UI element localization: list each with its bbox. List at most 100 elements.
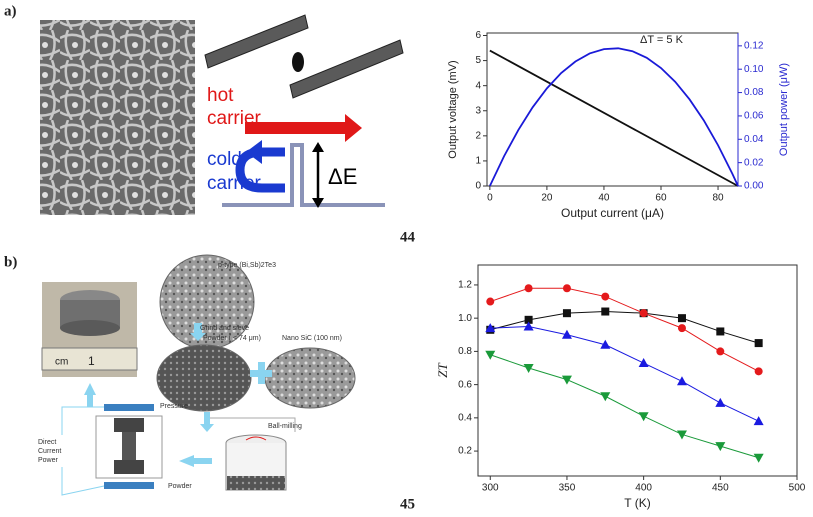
annotation: ΔT = 5 K (640, 34, 684, 46)
y-tick-label: 0 (475, 181, 481, 192)
marker (485, 350, 496, 360)
ruler-unit: cm (55, 357, 68, 368)
y-tick-label: 4 (475, 80, 481, 91)
marker (638, 412, 649, 422)
marker (677, 314, 686, 323)
marker (523, 321, 534, 331)
marker (754, 367, 763, 376)
marker (562, 284, 571, 293)
marker (716, 347, 725, 356)
marker (677, 324, 686, 333)
panel-labels: a) b) 44 45 (4, 3, 416, 512)
material-label: p-type (Bi,Sb)2Te3 (218, 262, 276, 269)
sem-image (40, 20, 195, 215)
x-axis-label: Output current (μA) (561, 206, 664, 220)
ruler-number: 1 (88, 354, 95, 368)
dc-label: Current (38, 448, 61, 455)
marker (601, 292, 610, 301)
marker (638, 358, 649, 368)
x-tick-label: 300 (482, 483, 499, 494)
schematic-a: hot carrier cold carrier ΔE (204, 14, 404, 208)
marker (523, 364, 534, 374)
pressure-label: Pressure (160, 403, 188, 410)
sic-label: Nano SiC (100 nm) (282, 335, 342, 342)
y-tick-label: 0.8 (458, 346, 472, 357)
y2-tick-label: 0.02 (744, 157, 764, 168)
marker (600, 339, 611, 349)
dc-label: Direct (38, 439, 56, 446)
powder-label: Powder (168, 483, 192, 490)
y-tick-label: 2 (475, 130, 481, 141)
marker (562, 309, 571, 318)
marker (676, 376, 687, 386)
marker (486, 297, 495, 306)
y-tick-label: 1 (475, 156, 481, 167)
panel-b-label: b) (4, 254, 17, 270)
panel-a-label: a) (4, 3, 17, 19)
x-tick-label: 40 (598, 193, 610, 204)
x-tick-label: 80 (712, 193, 724, 204)
marker (715, 442, 726, 452)
x-tick-label: 400 (635, 483, 652, 494)
x-tick-label: 350 (559, 483, 576, 494)
series-line (490, 354, 759, 459)
droplet (292, 52, 304, 72)
series-line (490, 325, 759, 422)
y-tick-label: 1.0 (458, 313, 472, 324)
x-tick-label: 0 (487, 193, 493, 204)
y-tick-label: 0.2 (458, 446, 472, 457)
y-tick-label: 3 (475, 105, 481, 116)
y-tick-label: 1.2 (458, 280, 472, 291)
ball-label: Ball-milling (268, 423, 302, 430)
dc-label: Power (38, 457, 59, 464)
marker (716, 327, 725, 336)
marker (753, 453, 764, 463)
y2-tick-label: 0.04 (744, 134, 764, 145)
hot-label: hot (207, 85, 234, 106)
y-tick-label: 0.4 (458, 412, 472, 423)
marker (676, 430, 687, 440)
marker (753, 416, 764, 426)
hot-arrow (245, 122, 345, 134)
y-tick-label: 5 (475, 55, 481, 66)
marker (754, 339, 763, 348)
y2-tick-label: 0.10 (744, 64, 764, 75)
x-tick-label: 500 (789, 483, 806, 494)
x-tick-label: 20 (541, 193, 553, 204)
grind-label: Grind and sieve (200, 325, 249, 332)
marker (524, 315, 533, 324)
gap-label: ΔE (328, 164, 357, 189)
y-axis-label: ZT (435, 363, 450, 378)
y2-tick-label: 0.08 (744, 87, 764, 98)
plot-frame (486, 32, 739, 187)
marker (561, 329, 572, 339)
y2-tick-label: 0.00 (744, 181, 764, 192)
y-tick-label: 6 (475, 30, 481, 41)
y2-axis-label: Output power (μW) (778, 63, 790, 156)
y-axis-label: Output voltage (mV) (447, 60, 459, 158)
x-axis-label: T (K) (624, 496, 650, 510)
ref-44: 44 (400, 229, 416, 245)
y-tick-label: 0.6 (458, 379, 472, 390)
series-line (490, 311, 759, 344)
powder-size-label: Powder ( < 74 μm) (203, 335, 261, 342)
marker (561, 375, 572, 385)
cold-label: cold (207, 149, 242, 170)
series-line (490, 287, 759, 372)
marker (485, 323, 496, 333)
plot-frame (477, 264, 798, 477)
x-tick-label: 450 (712, 483, 729, 494)
x-tick-label: 60 (655, 193, 667, 204)
marker (601, 307, 610, 316)
marker (524, 284, 533, 293)
series-line (489, 47, 739, 187)
ref-45: 45 (400, 496, 415, 512)
marker (715, 397, 726, 407)
marker (639, 309, 648, 318)
schematic-b: cm 1 p-type (Bi,Sb)2Te3 Grind and sieve … (36, 254, 356, 496)
series-line (489, 49, 739, 187)
y2-tick-label: 0.06 (744, 111, 764, 122)
marker (600, 392, 611, 402)
y2-tick-label: 0.12 (744, 40, 764, 51)
